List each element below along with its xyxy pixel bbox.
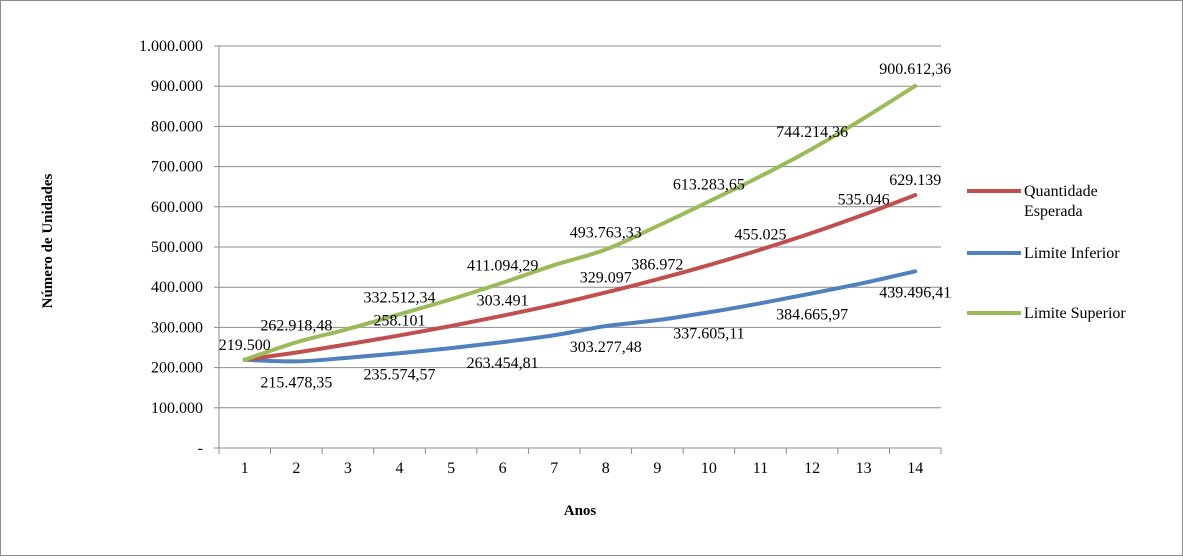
x-axis-title: Anos xyxy=(564,503,597,519)
legend-label-quantidade-esperada: Quantidade Esperada xyxy=(1024,183,1098,220)
x-tick-label: 10 xyxy=(701,460,717,477)
data-label-limite-superior: 262.918,48 xyxy=(260,317,332,334)
y-tick-label: 500.000 xyxy=(151,239,203,256)
y-tick-label: 100.000 xyxy=(151,400,203,417)
x-tick-label: 14 xyxy=(907,460,923,477)
x-tick-label: 9 xyxy=(653,460,661,477)
legend-label-limite-superior: Limite Superior xyxy=(1024,305,1126,322)
data-label-quantidade-esperada: 455.025 xyxy=(735,227,787,244)
y-tick-label: 800.000 xyxy=(151,118,203,135)
x-tick-label: 4 xyxy=(396,460,404,477)
data-label-quantidade-esperada: 258.101 xyxy=(374,312,426,329)
data-label-limite-superior: 411.094,29 xyxy=(467,258,538,275)
y-tick-label: 900.000 xyxy=(151,78,203,95)
gridlines xyxy=(219,45,941,409)
y-tick-label: 600.000 xyxy=(151,199,203,216)
series-line-quantidade-esperada xyxy=(242,193,918,362)
data-label-quantidade-esperada: 219.500 xyxy=(219,337,271,354)
x-tick-label: 8 xyxy=(602,460,610,477)
data-label-limite-superior: 493.763,33 xyxy=(570,225,642,242)
data-label-limite-superior: 332.512,34 xyxy=(364,289,436,306)
data-label-limite-superior: 613.283,65 xyxy=(673,176,745,193)
data-label-limite-superior: 900.612,36 xyxy=(879,61,951,78)
y-tick-label: 300.000 xyxy=(151,319,203,336)
axes xyxy=(214,45,942,454)
y-tick-labels: - 100.000 200.000 300.000 400.000 500.000 600.… xyxy=(139,38,203,457)
y-axis-title: Número de Unidades xyxy=(40,173,56,308)
series-lines xyxy=(242,83,918,364)
data-label-quantidade-esperada: 535.046 xyxy=(838,192,890,209)
data-label-limite-inferior: 384.665,97 xyxy=(776,306,848,323)
y-tick-label: 700.000 xyxy=(151,159,203,176)
data-label-limite-inferior: 235.574,57 xyxy=(364,366,436,383)
x-tick-label: 3 xyxy=(344,460,352,477)
data-label-quantidade-esperada: 329.097 xyxy=(580,269,632,286)
x-tick-label: 5 xyxy=(447,460,455,477)
series-line-limite-superior xyxy=(242,83,918,362)
legend: Quantidade Esperada Limite Inferior Limite … xyxy=(967,183,1126,322)
x-tick-label: 1 xyxy=(241,460,249,477)
series-line-limite-inferior xyxy=(242,269,918,364)
x-tick-label: 7 xyxy=(550,460,558,477)
data-label-quantidade-esperada: 386.972 xyxy=(631,256,683,273)
data-label-quantidade-esperada: 303.491 xyxy=(477,293,529,310)
y-tick-label: 400.000 xyxy=(151,279,203,296)
y-tick-label: - xyxy=(198,440,203,457)
x-tick-label: 13 xyxy=(856,460,872,477)
data-label-limite-inferior: 215.478,35 xyxy=(260,374,332,391)
x-tick-label: 6 xyxy=(499,460,507,477)
data-label-quantidade-esperada: 629.139 xyxy=(889,172,941,189)
data-label-limite-inferior: 263.454,81 xyxy=(467,355,539,372)
data-label-limite-inferior: 439.496,41 xyxy=(879,284,951,301)
y-tick-label: 1.000.000 xyxy=(139,38,203,55)
y-tick-label: 200.000 xyxy=(151,360,203,377)
data-label-limite-inferior: 303.277,48 xyxy=(570,339,642,356)
x-tick-label: 2 xyxy=(292,460,300,477)
data-label-limite-superior: 744.214,36 xyxy=(776,124,848,141)
x-tick-label: 11 xyxy=(753,460,768,477)
x-tick-label: 12 xyxy=(804,460,820,477)
data-label-limite-inferior: 337.605,11 xyxy=(673,325,744,342)
legend-label-limite-inferior: Limite Inferior xyxy=(1024,245,1120,262)
x-tick-labels: 1 2 3 4 5 6 7 8 9 10 11 12 13 14 xyxy=(241,460,923,477)
